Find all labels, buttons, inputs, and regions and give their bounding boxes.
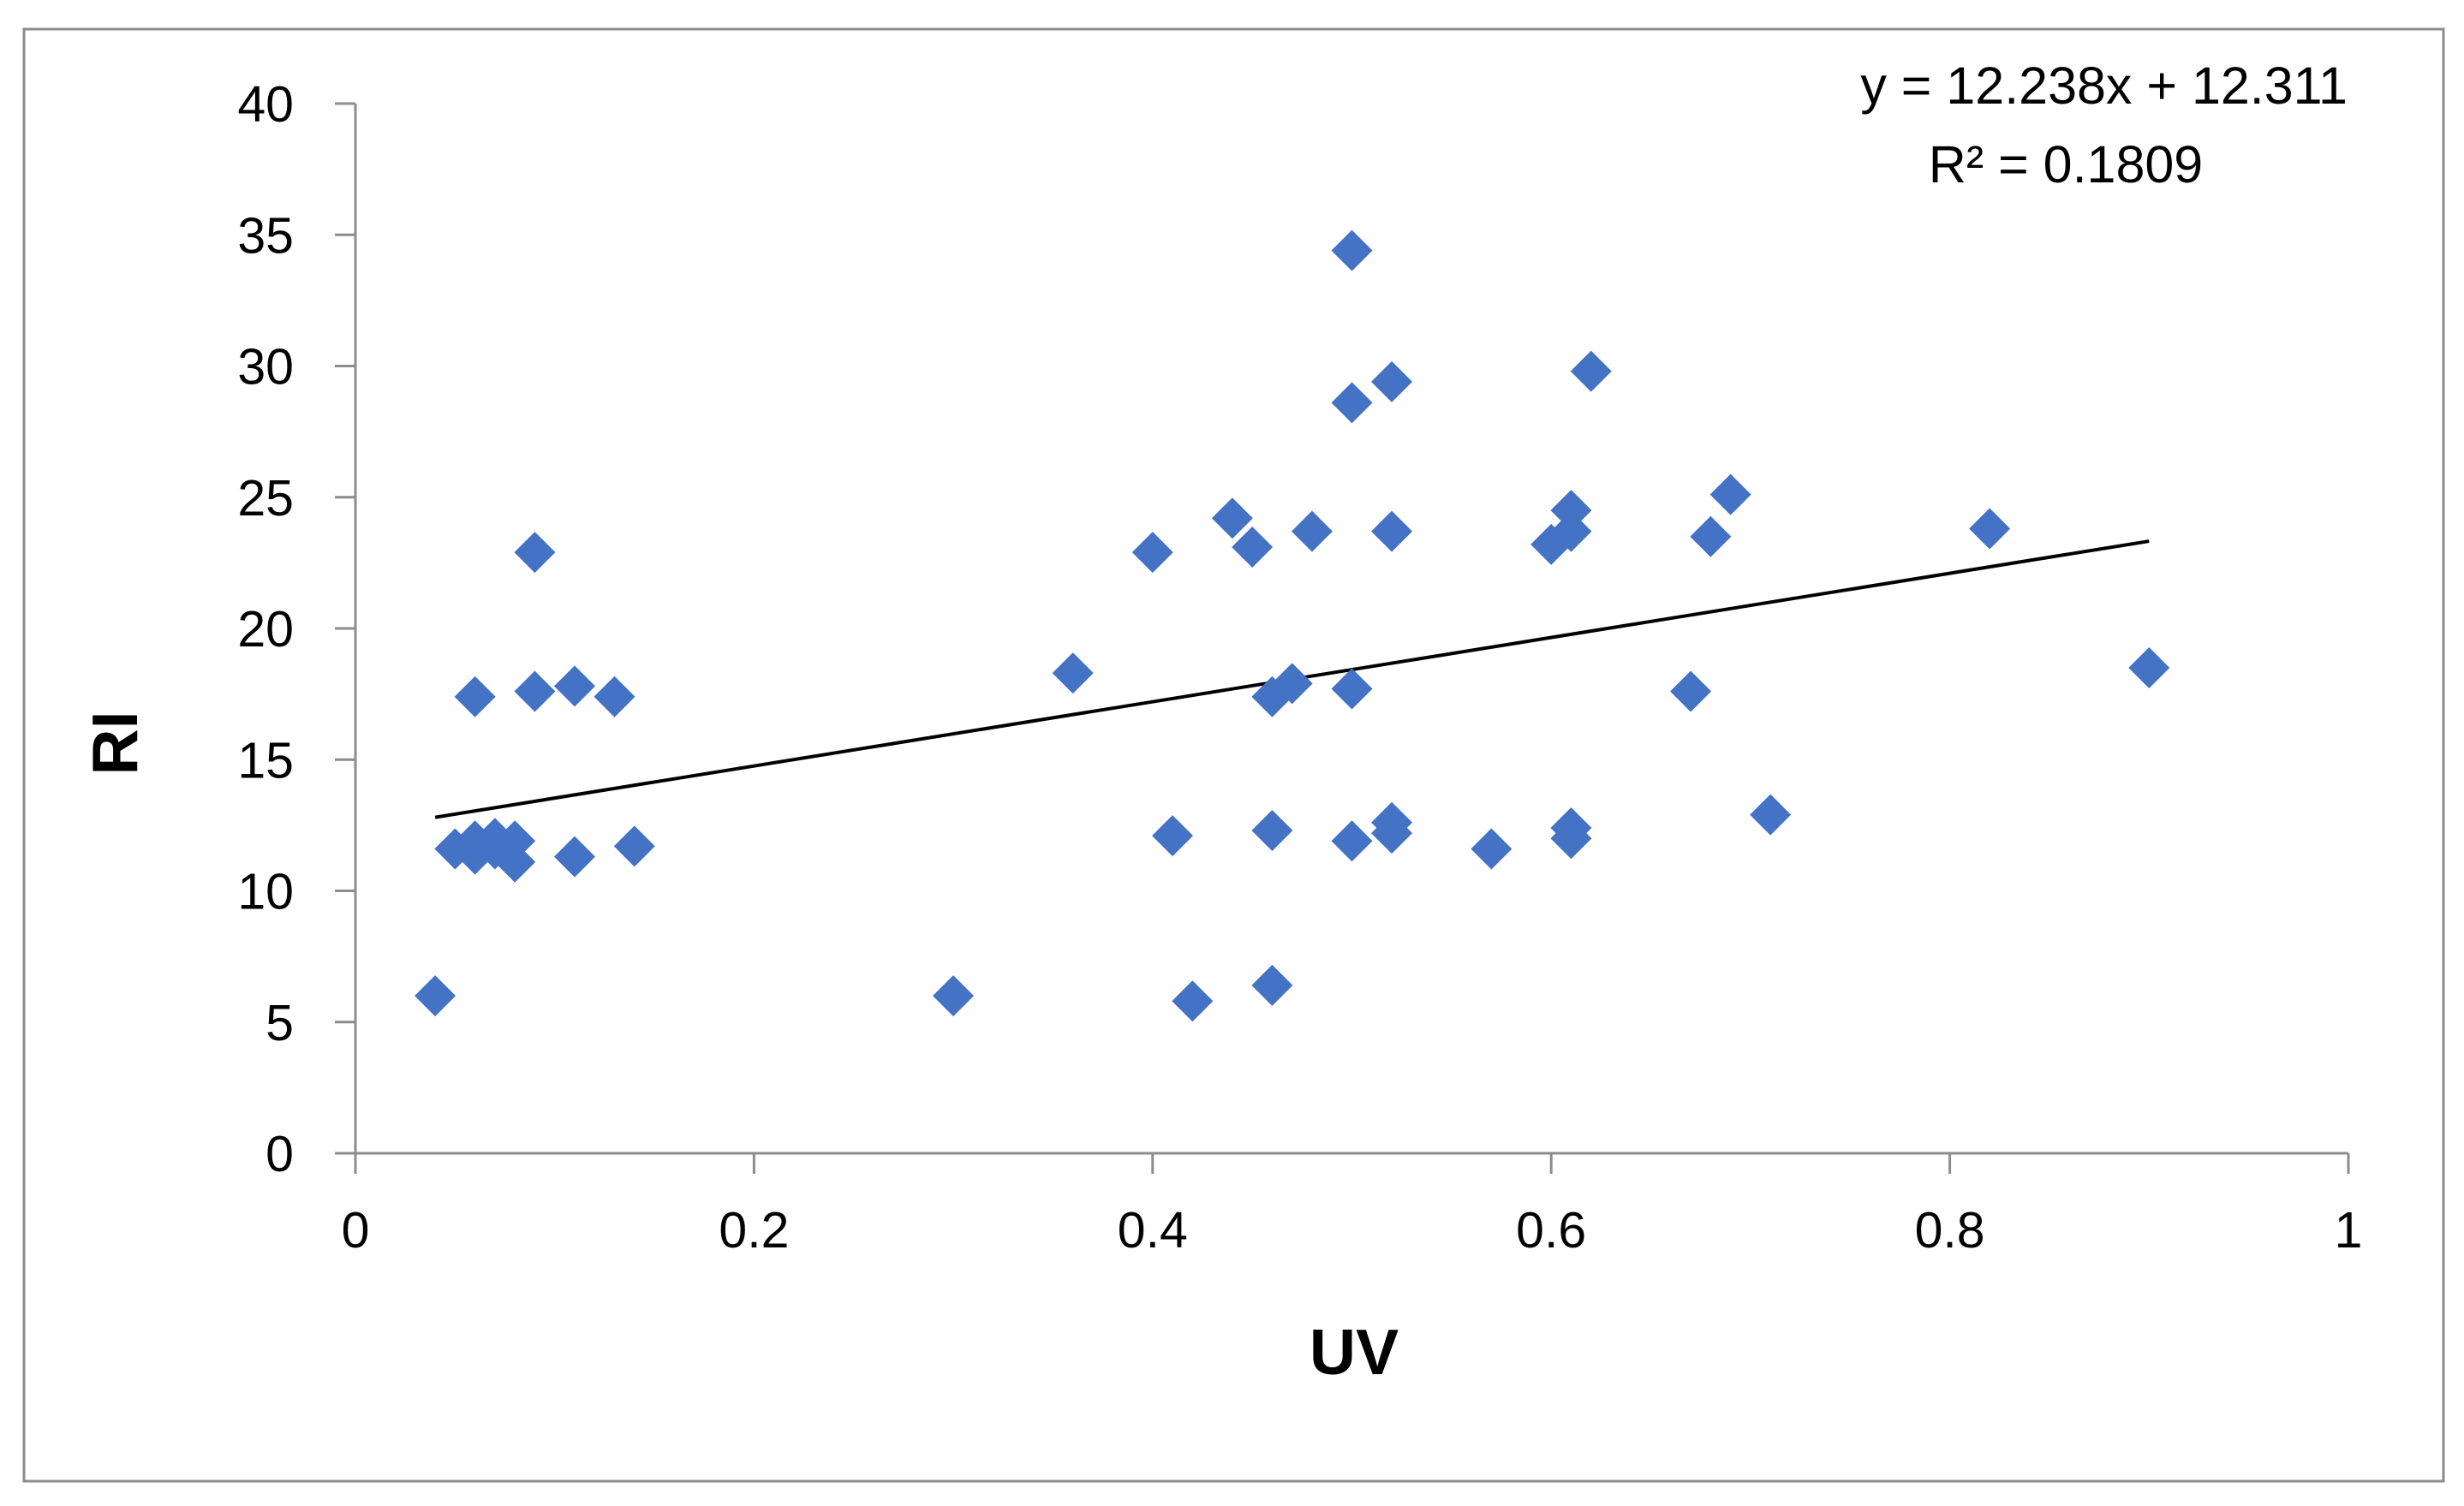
data-point (1690, 515, 1732, 557)
x-tick-label: 0.2 (719, 1202, 789, 1259)
data-point (1570, 350, 1612, 392)
x-tick-label: 0.6 (1516, 1202, 1586, 1259)
data-point (1371, 360, 1413, 402)
data-point (454, 676, 496, 717)
y-tick-label: 10 (237, 864, 294, 920)
data-point (1550, 807, 1592, 848)
data-point (933, 975, 975, 1017)
data-point (1232, 526, 1274, 568)
data-point (613, 825, 655, 867)
data-point (553, 836, 595, 878)
data-point (1331, 820, 1373, 862)
y-tick-label: 25 (237, 470, 294, 527)
data-point (1709, 473, 1751, 515)
data-point (1670, 670, 1712, 712)
data-point (494, 820, 536, 862)
data-point (1152, 815, 1194, 857)
data-point (1251, 810, 1293, 852)
y-tick-label: 40 (237, 76, 294, 133)
data-point (514, 532, 556, 574)
y-tick-label: 30 (237, 339, 294, 396)
data-point (1172, 980, 1214, 1022)
data-point (1211, 497, 1253, 539)
data-point (553, 665, 595, 707)
data-point (1271, 663, 1313, 705)
data-point (1291, 510, 1333, 552)
data-point (2128, 646, 2170, 688)
y-tick-label: 0 (265, 1126, 294, 1182)
y-tick-label: 5 (265, 995, 294, 1051)
x-axis-title: UV (1310, 1316, 1399, 1388)
data-point (1969, 508, 2011, 550)
x-tick-label: 0.8 (1915, 1202, 1985, 1259)
y-tick-label: 35 (237, 207, 294, 264)
r-squared-label: R² = 0.1809 (1929, 135, 2203, 193)
data-point (1331, 382, 1373, 424)
data-point (594, 676, 635, 717)
chart-border (22, 27, 2445, 1483)
data-point (1371, 510, 1413, 552)
x-axis: 0 0.2 0.4 0.6 0.8 1 (342, 1152, 2363, 1259)
data-point (1331, 668, 1373, 710)
data-point (1371, 801, 1413, 843)
data-point (1331, 229, 1373, 271)
data-point (1550, 510, 1592, 552)
data-point (514, 670, 556, 712)
y-tick-label: 20 (237, 601, 294, 658)
data-point (1471, 828, 1512, 870)
data-point (1251, 964, 1293, 1006)
data-point (415, 975, 456, 1017)
data-point (1052, 652, 1094, 694)
data-point (1550, 490, 1592, 532)
data-point (1131, 532, 1173, 574)
x-tick-label: 0 (342, 1202, 370, 1259)
data-points (415, 229, 2170, 1022)
data-point (494, 841, 536, 883)
y-axis: 0 5 10 15 20 25 30 35 40 (237, 76, 357, 1182)
plot-area: 0 5 10 15 20 25 30 35 40 0 0.2 0.4 0.6 0.8 1 (237, 76, 2362, 1259)
y-axis-title: RI (79, 711, 151, 776)
data-point (1750, 794, 1792, 836)
y-tick-label: 15 (237, 732, 294, 789)
trendline-equation: y = 12.238x + 12.311 (1860, 57, 2348, 115)
x-tick-label: 0.4 (1118, 1202, 1188, 1259)
x-tick-label: 1 (2335, 1202, 2363, 1259)
